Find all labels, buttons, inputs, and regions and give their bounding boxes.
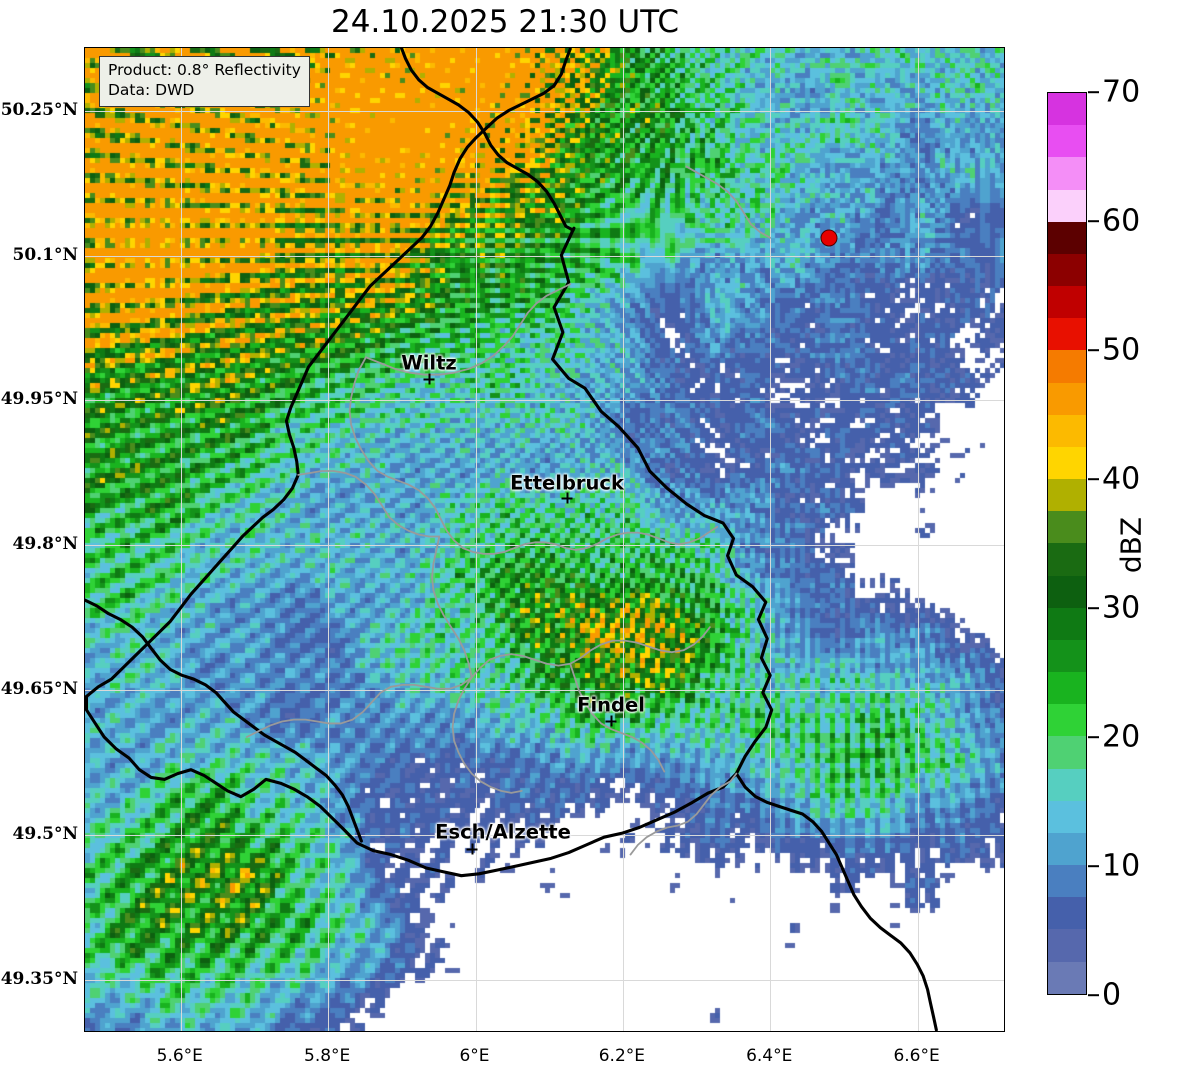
colorbar-band (1048, 832, 1086, 866)
colorbar-tick (1088, 91, 1099, 93)
colorbar-tick-label: 50 (1102, 332, 1141, 368)
colorbar-tick-label: 70 (1102, 74, 1141, 110)
colorbar-tick (1088, 994, 1099, 996)
colorbar-tick (1088, 607, 1099, 609)
x-axis-tick-label: 6°E (459, 1046, 490, 1066)
x-axis-tick-label: 6.6°E (893, 1046, 940, 1066)
colorbar-band (1048, 704, 1086, 737)
x-axis-tick-label: 5.8°E (304, 1046, 351, 1066)
colorbar-band (1048, 543, 1086, 576)
radar-echo-canvas (85, 48, 1004, 1031)
y-axis-tick-label: 49.8°N (12, 534, 78, 555)
x-axis-tick-label: 6.2°E (598, 1046, 645, 1066)
colorbar-band (1048, 125, 1086, 158)
colorbar-band (1048, 286, 1086, 319)
colorbar-band (1048, 607, 1086, 640)
colorbar[interactable] (1047, 92, 1087, 995)
colorbar-tick (1088, 478, 1099, 480)
colorbar-band (1048, 800, 1086, 833)
page-title: 24.10.2025 21:30 UTC (331, 4, 679, 40)
y-axis-tick-label: 49.35°N (0, 968, 78, 989)
city-label: Esch/Alzette (435, 820, 571, 844)
city-label: Wiltz (401, 351, 457, 375)
colorbar-tick-label: 0 (1102, 977, 1122, 1013)
y-axis-tick-label: 50.25°N (0, 99, 78, 120)
colorbar-band (1048, 382, 1086, 415)
radar-reflectivity-layer (85, 48, 1004, 1031)
y-axis-tick-label: 49.5°N (12, 824, 78, 845)
colorbar-band (1048, 929, 1086, 962)
y-axis-tick-label: 49.95°N (0, 389, 78, 410)
x-axis-tick-label: 6.4°E (746, 1046, 793, 1066)
colorbar-band (1048, 479, 1086, 512)
info-data-line: Data: DWD (108, 80, 195, 99)
colorbar-tick (1088, 349, 1099, 351)
colorbar-band (1048, 93, 1086, 126)
colorbar-band (1048, 350, 1086, 383)
colorbar-tick-label: 10 (1102, 848, 1141, 884)
colorbar-band (1048, 318, 1086, 351)
colorbar-band (1048, 961, 1086, 994)
city-marker-icon (561, 492, 573, 504)
colorbar-band (1048, 897, 1086, 930)
colorbar-tick-label: 30 (1102, 590, 1141, 626)
colorbar-band (1048, 768, 1086, 801)
city-marker-icon (466, 843, 478, 855)
radar-site-icon (820, 229, 838, 247)
city-marker-icon (423, 373, 435, 385)
colorbar-band (1048, 672, 1086, 705)
colorbar-band (1048, 189, 1086, 222)
y-axis-tick-label: 50.1°N (12, 244, 78, 265)
colorbar-tick-label: 60 (1102, 203, 1141, 239)
info-product-line: Product: 0.8° Reflectivity (108, 61, 301, 79)
colorbar-band (1048, 511, 1086, 544)
colorbar-band (1048, 446, 1086, 480)
y-axis-tick-label: 49.65°N (0, 679, 78, 700)
x-axis-tick-label: 5.6°E (156, 1046, 203, 1066)
colorbar-title: dBZ (1114, 516, 1148, 574)
city-label: Findel (577, 693, 645, 717)
colorbar-band (1048, 414, 1086, 447)
city-marker-icon (605, 715, 617, 727)
colorbar-tick-label: 40 (1102, 461, 1141, 497)
colorbar-tick (1088, 220, 1099, 222)
colorbar-band (1048, 575, 1086, 608)
colorbar-band (1048, 253, 1086, 287)
city-label: Ettelbruck (510, 471, 624, 495)
radar-plot-area[interactable]: Wiltz Ettelbruck Findel Esch/Alzette Produc… (84, 47, 1005, 1032)
colorbar-band (1048, 221, 1086, 254)
colorbar-band (1048, 736, 1086, 769)
colorbar-tick-label: 20 (1102, 719, 1141, 755)
info-box: Product: 0.8° Reflectivity Data: DWD (99, 56, 310, 107)
colorbar-band (1048, 865, 1086, 898)
colorbar-band (1048, 639, 1086, 673)
colorbar-band (1048, 157, 1086, 190)
colorbar-tick (1088, 736, 1099, 738)
colorbar-tick (1088, 865, 1099, 867)
